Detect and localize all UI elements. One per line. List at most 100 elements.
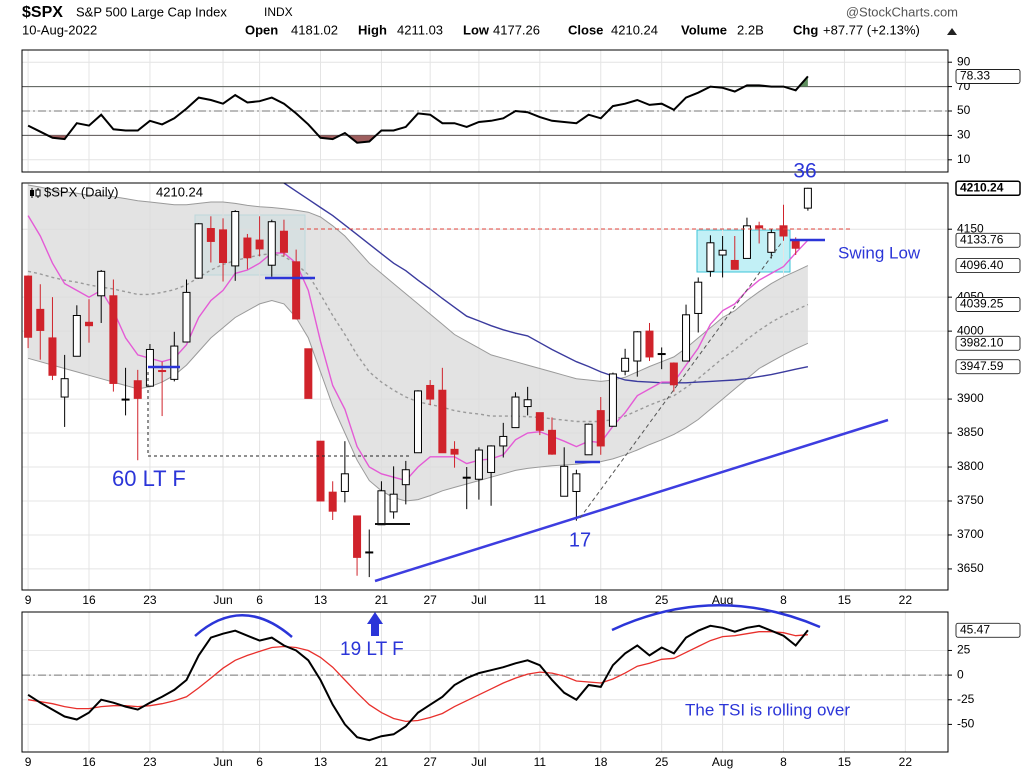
candle-body	[633, 331, 642, 362]
candle-body	[694, 281, 703, 314]
price-tag-label: 4039.25	[960, 297, 1004, 311]
candle-body	[377, 490, 386, 526]
y-tick-label: 3800	[957, 459, 984, 473]
x-tick-label: Jul	[471, 593, 486, 607]
legend-symbol: $SPX (Daily)	[44, 184, 118, 199]
candle-body	[304, 348, 313, 399]
x-tick-label: 8	[780, 755, 787, 769]
annotation: 19 LT F	[340, 639, 404, 660]
panel-frame	[21, 611, 949, 753]
y-tick-label: -25	[957, 692, 975, 706]
candle-body	[450, 448, 459, 455]
close-label: Close	[568, 22, 603, 37]
candle-body	[48, 337, 57, 376]
candle-body	[365, 551, 374, 554]
price-tag-label: 78.33	[960, 69, 990, 83]
candle-body	[413, 390, 422, 454]
volume-value: 2.2B	[737, 22, 764, 37]
x-tick-label: Aug	[712, 593, 733, 607]
candle-body	[718, 249, 727, 256]
candle-body	[219, 229, 228, 263]
candle-body	[60, 378, 69, 398]
change-value: +87.77 (+2.13%)	[823, 22, 920, 37]
trend-line-dashed	[579, 241, 783, 519]
top-arc	[194, 614, 293, 638]
candle-body	[328, 491, 337, 512]
x-tick-label: 9	[25, 755, 32, 769]
candle-body	[548, 429, 557, 455]
price-tag	[955, 232, 1021, 248]
bollinger-band	[28, 185, 808, 501]
candle-body	[292, 261, 301, 320]
x-tick-label: 13	[314, 755, 328, 769]
candle-body	[72, 314, 81, 357]
candle-body	[109, 295, 118, 384]
candle-body	[682, 314, 691, 362]
panel-frame	[21, 182, 949, 591]
annotation: The TSI is rolling over	[685, 700, 850, 719]
close-value: 4210.24	[611, 22, 658, 37]
y-tick-label: 0	[957, 667, 964, 681]
annotation: 36	[793, 160, 816, 183]
candle-body	[560, 465, 569, 497]
x-tick-label: 15	[838, 593, 852, 607]
candle-body	[243, 237, 252, 259]
line	[27, 75, 809, 144]
cycle-arrow	[367, 612, 383, 636]
x-tick-label: 9	[25, 593, 32, 607]
y-tick-label: 90	[957, 54, 971, 68]
candle-body	[487, 445, 496, 473]
y-tick-label: 3700	[957, 527, 984, 541]
x-tick-label: Aug	[712, 755, 733, 769]
candle-body	[194, 223, 203, 279]
annotation: Swing Low	[838, 243, 921, 262]
x-tick-label: Jun	[213, 755, 232, 769]
candle-body	[523, 399, 532, 408]
candle-body	[608, 373, 617, 427]
candle-body	[767, 232, 776, 253]
price-tag	[955, 622, 1021, 638]
x-tick-label: 16	[82, 593, 96, 607]
x-tick-label: 22	[899, 593, 913, 607]
y-tick-label: 10	[957, 152, 971, 166]
candle-body	[389, 493, 398, 513]
change-label: Chg	[793, 22, 818, 37]
y-tick-label: 3650	[957, 561, 984, 575]
annotation: 60 LT F	[112, 466, 186, 491]
y-tick-label: 4000	[957, 323, 984, 337]
x-tick-label: 27	[423, 593, 437, 607]
candle-body	[353, 515, 362, 558]
price-tag-label: 4133.76	[960, 232, 1004, 246]
x-tick-label: 11	[534, 755, 547, 769]
x-tick-label: 23	[143, 755, 157, 769]
exchange: INDX	[264, 5, 293, 19]
candle-body	[85, 321, 94, 327]
x-tick-label: 15	[838, 755, 852, 769]
panel-0	[22, 183, 948, 590]
candle-body	[170, 345, 179, 380]
y-tick-label: 50	[957, 103, 971, 117]
index-name: S&P 500 Large Cap Index	[76, 4, 227, 19]
x-tick-label: Jul	[471, 755, 486, 769]
candle-body	[499, 435, 508, 447]
candle-body	[779, 225, 788, 237]
candle-body	[584, 423, 593, 456]
candle-body	[803, 187, 812, 209]
band-upper	[28, 184, 809, 382]
candle-body	[316, 440, 325, 502]
price-tag-label: 3947.59	[960, 359, 1004, 373]
candle-body	[572, 473, 581, 492]
candle-body	[730, 259, 739, 270]
candle-body	[206, 228, 215, 242]
line	[27, 624, 809, 742]
line	[27, 631, 808, 723]
price-tag-label: 45.47	[960, 622, 990, 636]
candle-body	[669, 362, 678, 386]
price-tag	[955, 335, 1021, 351]
volume-label: Volume	[681, 22, 727, 37]
candle-body	[426, 384, 435, 400]
x-tick-label: 6	[256, 593, 263, 607]
trend-line	[374, 418, 889, 583]
candle-body	[706, 242, 715, 272]
